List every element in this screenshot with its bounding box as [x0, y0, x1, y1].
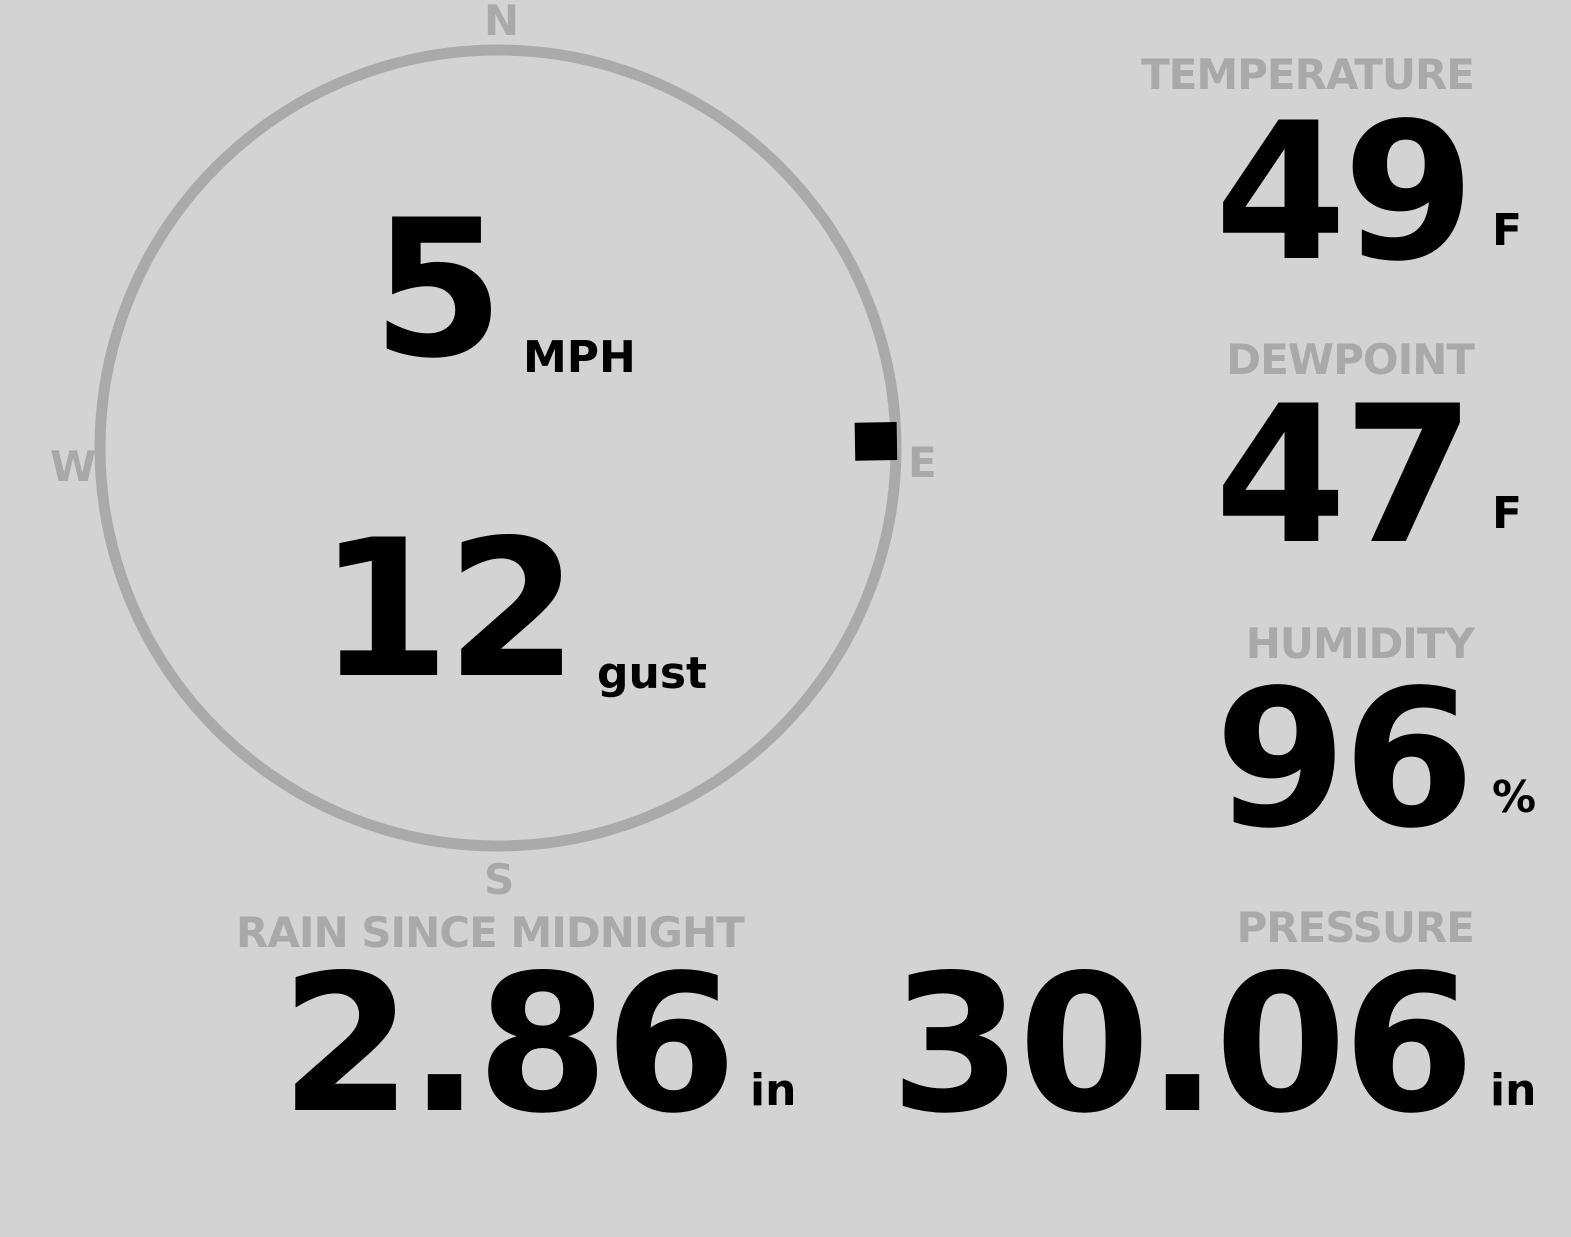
- wind-gust-unit: gust: [597, 648, 708, 699]
- dewpoint-value: 47: [1214, 365, 1475, 586]
- rain-label: RAIN SINCE MIDNIGHT: [236, 908, 745, 957]
- wind-direction-marker: [854, 422, 898, 461]
- rain-unit: in: [750, 1065, 797, 1116]
- compass-east: E: [908, 438, 937, 487]
- humidity-unit: %: [1492, 772, 1537, 823]
- dewpoint-unit: F: [1492, 488, 1523, 539]
- humidity-label: HUMIDITY: [1245, 619, 1475, 668]
- humidity-value: 96: [1214, 649, 1475, 870]
- pressure-value: 30.06: [890, 934, 1475, 1155]
- wind-speed-unit: MPH: [523, 332, 636, 383]
- wind-speed-value: 5: [372, 179, 504, 400]
- temperature-value: 49: [1214, 82, 1475, 303]
- compass-ring: [94, 44, 902, 852]
- dewpoint-label: DEWPOINT: [1226, 335, 1475, 384]
- rain-value: 2.86: [280, 934, 737, 1155]
- pressure-label: PRESSURE: [1236, 903, 1475, 952]
- compass-north: N: [484, 0, 520, 45]
- temperature-unit: F: [1492, 205, 1523, 256]
- wind-gust-value: 12: [318, 499, 578, 720]
- temperature-label: TEMPERATURE: [1141, 50, 1475, 99]
- compass-south: S: [484, 855, 515, 904]
- pressure-unit: in: [1490, 1065, 1537, 1116]
- compass-west: W: [50, 442, 97, 491]
